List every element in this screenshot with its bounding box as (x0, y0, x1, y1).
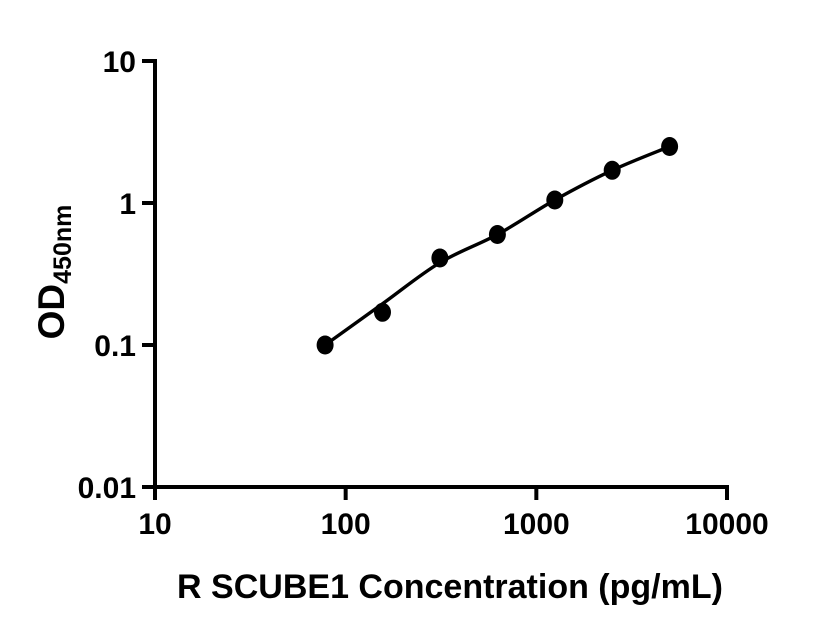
x-tick-label: 10 (138, 508, 171, 541)
x-tick-label: 1000 (503, 508, 570, 541)
y-tick-label: 1 (119, 188, 136, 221)
x-axis-title: R SCUBE1 Concentration (pg/mL) (177, 568, 723, 606)
y-tick-label: 0.01 (78, 472, 136, 505)
data-point-marker (661, 137, 679, 156)
axes (153, 59, 729, 489)
x-tick-label: 100 (321, 508, 371, 541)
y-tick-label: 10 (103, 46, 136, 79)
data-point-marker (546, 190, 564, 210)
data-point-marker (316, 335, 334, 355)
axis-ticks (142, 59, 729, 500)
y-axis-title-main: OD (31, 284, 72, 340)
y-tick-label: 0.1 (94, 330, 136, 363)
data-point-marker (374, 302, 391, 322)
data-point-marker (603, 160, 621, 180)
y-axis-title: OD450nm (31, 205, 77, 340)
data-point-marker (488, 225, 506, 244)
y-axis-title-subscript: 450nm (49, 205, 77, 284)
data-points (316, 137, 679, 355)
x-tick-label: 10000 (685, 508, 768, 541)
data-point-marker (431, 248, 449, 268)
